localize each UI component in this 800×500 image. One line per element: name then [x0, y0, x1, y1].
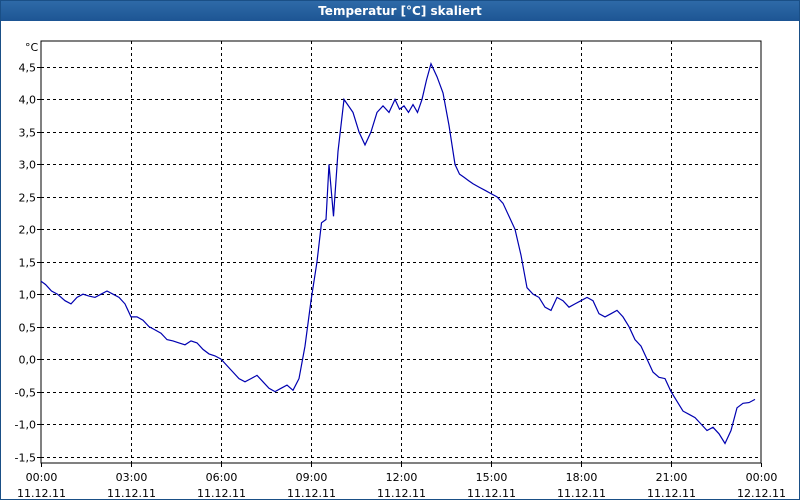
y-tick-label: 4,5	[19, 62, 37, 75]
y-unit-label: °C	[25, 41, 39, 54]
x-tick-label-date: 11.12.11	[287, 487, 336, 499]
x-tick-label-time: 00:00	[746, 471, 778, 484]
y-tick-label: 0,5	[19, 322, 37, 335]
window-title: Temperatur [°C] skaliert	[1, 1, 799, 21]
x-tick-label-date: 11.12.11	[467, 487, 516, 499]
y-tick-label: 3,5	[19, 127, 37, 140]
y-tick-label: 1,0	[19, 289, 37, 302]
x-tick-label-date: 11.12.11	[17, 487, 66, 499]
y-tick-label: 3,0	[19, 159, 37, 172]
y-tick-label: -1,5	[15, 452, 36, 465]
x-tick-label-time: 15:00	[476, 471, 508, 484]
x-tick-label-time: 06:00	[206, 471, 238, 484]
y-tick-label: 0,0	[19, 354, 37, 367]
x-tick-label-date: 11.12.11	[377, 487, 426, 499]
x-tick-label-time: 03:00	[116, 471, 148, 484]
x-tick-label-time: 09:00	[296, 471, 328, 484]
y-tick-label: 2,0	[19, 224, 37, 237]
y-tick-label: 1,5	[19, 257, 37, 270]
y-tick-label: -1,0	[15, 419, 36, 432]
x-tick-label-date: 11.12.11	[557, 487, 606, 499]
x-tick-label-time: 12:00	[386, 471, 418, 484]
temperature-series-line	[40, 61, 756, 445]
x-tick-label-date: 11.12.11	[107, 487, 156, 499]
x-tick-label-time: 21:00	[656, 471, 688, 484]
x-tick-label-date: 12.12.11	[737, 487, 786, 499]
temperature-chart: -1,5 -1,0 -0,5 0,0 0,5 1,0 1,5 2,0 2,5 3,0 3,5 4,0 4…	[15, 40, 786, 499]
y-tick-label: -0,5	[15, 387, 36, 400]
y-tick-label: 2,5	[19, 192, 37, 205]
x-tick-label-time: 18:00	[566, 471, 598, 484]
x-tick-label-time: 00:00	[26, 471, 58, 484]
x-tick-label-date: 11.12.11	[197, 487, 246, 499]
y-tick-label: 4,0	[19, 94, 37, 107]
x-tick-label-date: 11.12.11	[647, 487, 696, 499]
